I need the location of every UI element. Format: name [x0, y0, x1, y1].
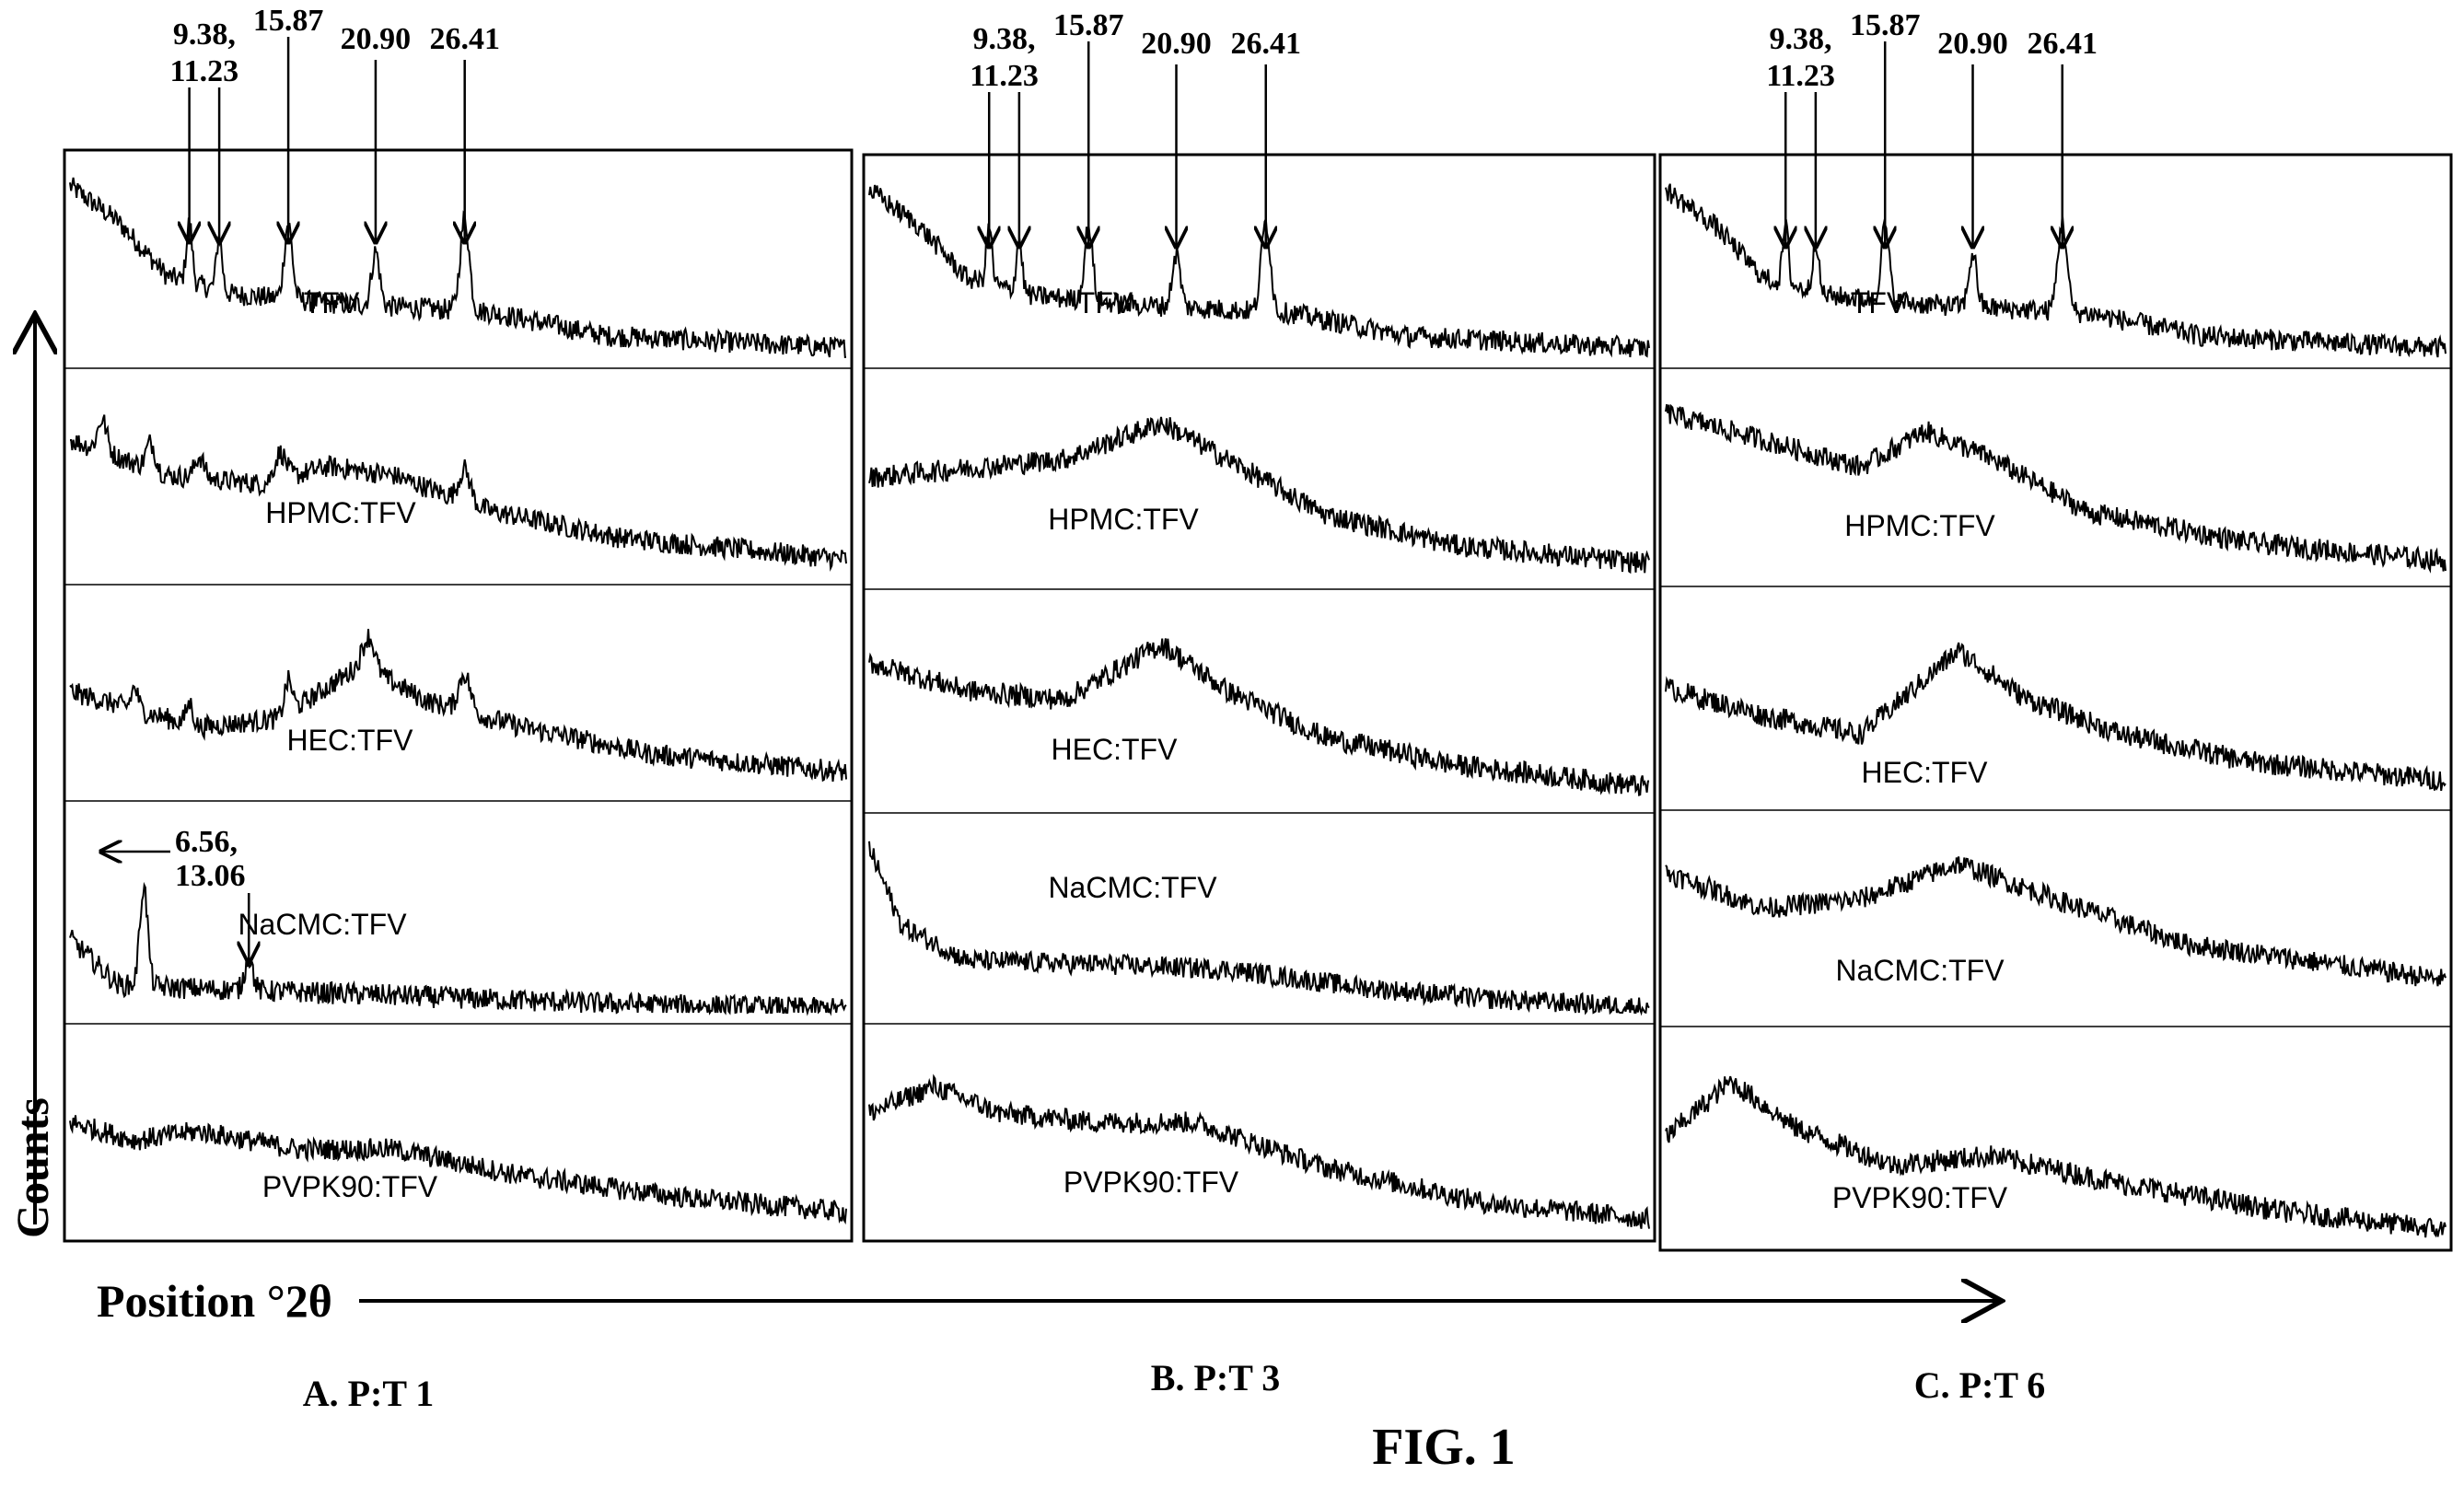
- peak-label: 20.90: [1141, 27, 1212, 61]
- peak-label: 11.23: [170, 54, 239, 88]
- trace-label: TFV: [304, 286, 360, 319]
- trace-line-hec_c: [1665, 642, 2447, 792]
- trace-line-pvp_a: [69, 1115, 847, 1225]
- peak-label: 20.90: [1937, 27, 2008, 61]
- peak-label: 15.87: [1850, 8, 1921, 42]
- panel-frame: [1658, 153, 2453, 1252]
- trace-line-nacmc_b: [868, 841, 1650, 1016]
- panel-b: TFV HPMC:TFV HEC:TFV NaCMC:TFV PVPK90:TFV 9.3…: [862, 0, 1656, 1243]
- trace-line-pvp_c: [1665, 1075, 2447, 1238]
- trace-label: HPMC:TFV: [1048, 503, 1199, 536]
- peak-label: 20.90: [341, 22, 412, 56]
- peak-label: 15.87: [253, 4, 324, 38]
- panel-caption-b: B. P:T 3: [1151, 1357, 1280, 1398]
- trace-line-tfv: [1665, 183, 2447, 358]
- peak-label: 26.41: [1230, 27, 1301, 61]
- trace-label: HEC:TFV: [287, 724, 414, 757]
- peak-label: 15.19-: [248, 0, 329, 1]
- peak-annotation-label: 13.06: [175, 859, 246, 893]
- panel-a: TFV HPMC:TFV HEC:TFV NaCMC:TFV 6.56,13.06 PVP…: [63, 0, 854, 1243]
- trace-label: HPMC:TFV: [1844, 509, 1995, 542]
- peak-label: 15.19-: [1048, 0, 1129, 6]
- peak-label: 15.19-: [1844, 0, 1925, 6]
- trace-label: HEC:TFV: [1862, 756, 1989, 789]
- peak-label: 9.38,: [1770, 22, 1832, 56]
- trace-label: HPMC:TFV: [265, 496, 416, 529]
- trace-line-nacmc_c: [1665, 856, 2447, 987]
- trace-line-hec_b: [868, 638, 1650, 796]
- trace-line-tfv: [69, 177, 846, 358]
- trace-line-nacmc_a: [69, 881, 847, 1016]
- panel-caption-a: A. P:T 1: [303, 1373, 435, 1414]
- trace-line-pvp_b: [868, 1073, 1650, 1229]
- figure-title: FIG. 1: [1372, 1419, 1516, 1476]
- trace-label: HEC:TFV: [1052, 733, 1179, 766]
- peak-annotation-label: 6.56,: [175, 825, 238, 859]
- trace-label: NaCMC:TFV: [238, 908, 407, 941]
- trace-label: PVPK90:TFV: [262, 1170, 438, 1203]
- peak-label: 26.41: [429, 22, 500, 56]
- trace-line-hpmc_c: [1665, 403, 2447, 574]
- trace-line-hpmc_a: [70, 414, 847, 573]
- trace-label: PVPK90:TFV: [1832, 1181, 2008, 1214]
- trace-label: TFV: [1077, 286, 1133, 319]
- panel-c: TFV HPMC:TFV HEC:TFV NaCMC:TFV PVPK90:TFV 9.3…: [1658, 0, 2453, 1252]
- peak-label: 11.23: [1766, 59, 1835, 93]
- trace-line-tfv: [868, 184, 1650, 358]
- trace-line-hec_a: [69, 629, 847, 783]
- x-axis-label: Position °2θ: [97, 1275, 332, 1327]
- peak-label: 15.87: [1053, 8, 1124, 42]
- peak-label: 9.38,: [173, 17, 236, 52]
- peak-label: 11.23: [970, 59, 1039, 93]
- trace-label: NaCMC:TFV: [1835, 954, 2005, 987]
- panel-frame: [63, 148, 854, 1243]
- panel-caption-c: C. P:T 6: [1914, 1364, 2046, 1406]
- peak-label: 9.38,: [973, 22, 1036, 56]
- panel-frame: [862, 153, 1656, 1243]
- trace-line-hpmc_b: [868, 416, 1650, 574]
- peak-label: 26.41: [2027, 27, 2098, 61]
- trace-label: TFV: [1851, 286, 1907, 319]
- trace-label: PVPK90:TFV: [1063, 1166, 1239, 1199]
- y-axis-label: Counts: [6, 1097, 58, 1238]
- trace-label: NaCMC:TFV: [1048, 871, 1217, 904]
